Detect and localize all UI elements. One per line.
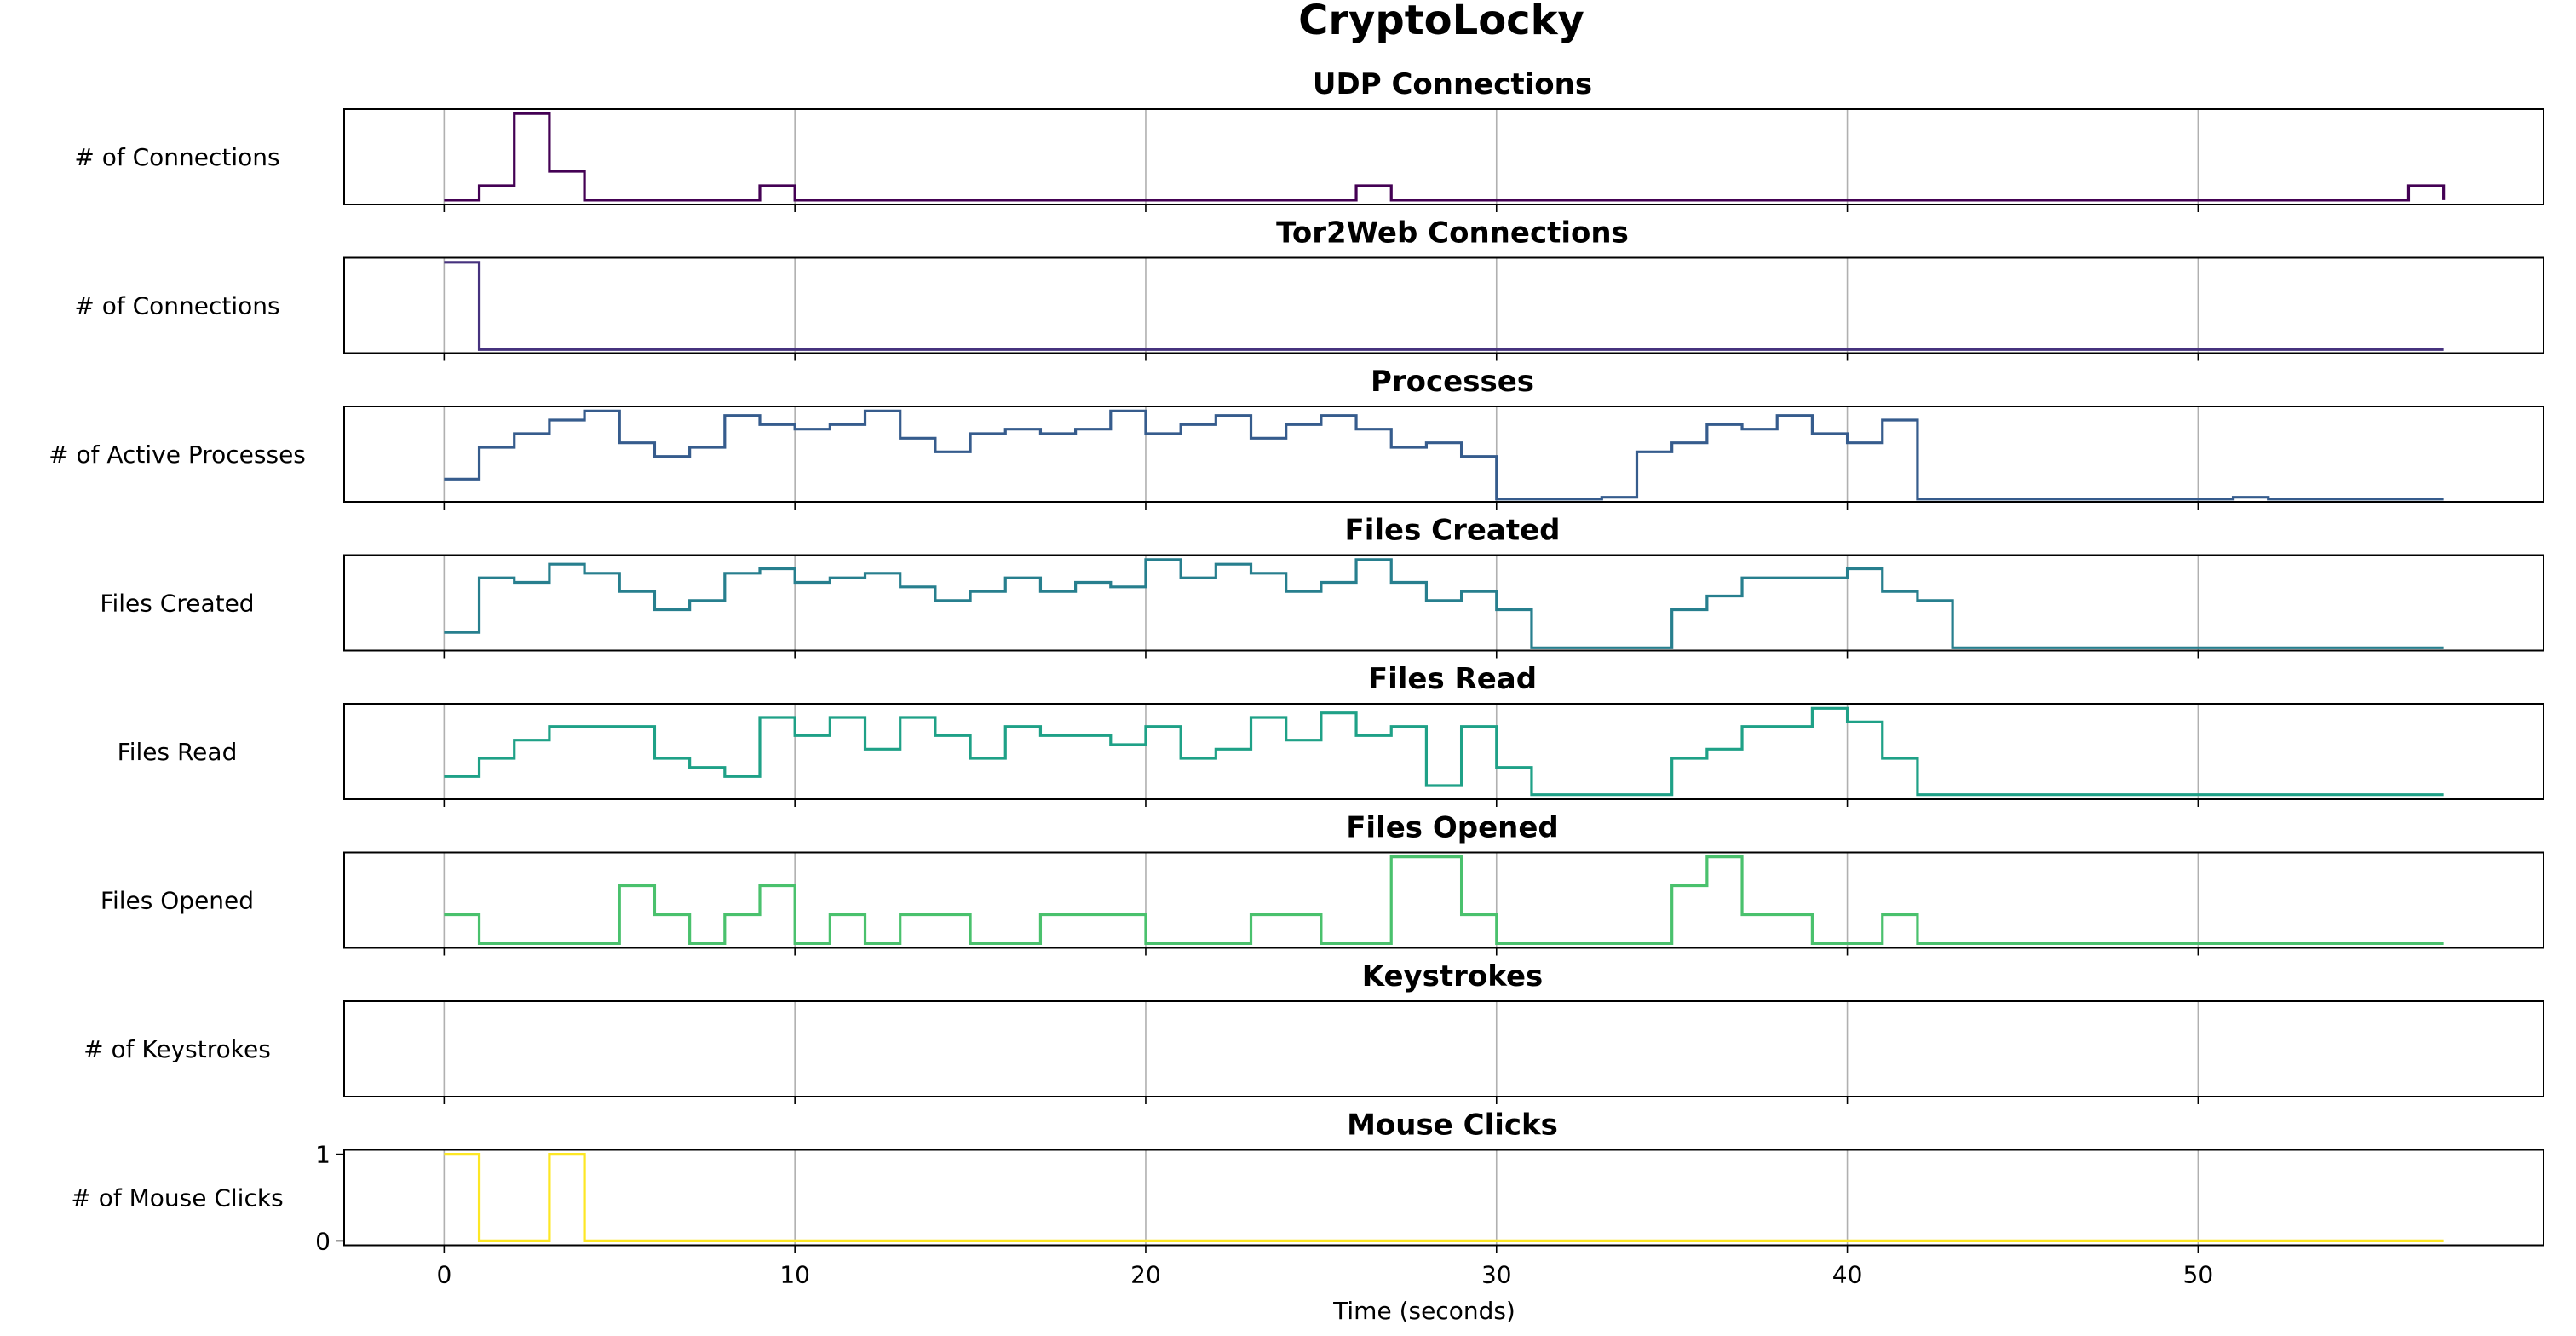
axes-frame-7: [343, 1000, 2544, 1097]
panel-ylabel-3: # of Active Processes: [49, 441, 306, 469]
x-tick-label-2: 20: [1130, 1261, 1161, 1289]
x-tick-label-0: 0: [436, 1261, 451, 1289]
x-axis-label: Time (seconds): [1332, 1297, 1515, 1325]
x-tick-label-3: 30: [1481, 1261, 1512, 1289]
axes-frame-1: [343, 108, 2544, 205]
y-tick-label-8-1: 1: [315, 1141, 331, 1169]
axes-frame-6: [343, 851, 2544, 949]
series-line-3: [444, 409, 2444, 501]
axes-frame-4: [343, 554, 2544, 652]
panel-title-4: Files Created: [1344, 514, 1560, 548]
x-tick-label-1: 10: [779, 1261, 810, 1289]
panel-title-3: Processes: [1371, 365, 1534, 399]
axes-frame-8: [343, 1149, 2544, 1247]
panel-title-1: UDP Connections: [1313, 67, 1592, 101]
panel-3: Processes # of Active Processes: [49, 365, 2544, 510]
panel-ylabel-8: # of Mouse Clicks: [71, 1184, 283, 1212]
y-tick-label-8-0: 0: [315, 1227, 331, 1255]
figure-title: CryptoLocky: [1298, 0, 1584, 44]
panel-ylabel-4: Files Created: [100, 590, 254, 618]
series-line-5: [444, 706, 2444, 797]
panel-title-5: Files Read: [1368, 662, 1537, 696]
series-line-4: [444, 558, 2444, 649]
panel-4: Files Created Files Created: [100, 514, 2544, 659]
x-tick-label-5: 50: [2183, 1261, 2214, 1289]
panel-title-8: Mouse Clicks: [1347, 1109, 1558, 1143]
panel-ylabel-6: Files Opened: [101, 887, 254, 915]
panel-5: Files Read Files Read: [118, 662, 2544, 807]
panel-1: UDP Connections # of Connections: [74, 67, 2544, 212]
panel-title-6: Files Opened: [1346, 811, 1559, 845]
axes-frame-3: [343, 406, 2544, 503]
panel-6: Files Opened Files Opened: [101, 811, 2544, 956]
panel-ylabel-1: # of Connections: [74, 143, 279, 171]
panel-7: Keystrokes # of Keystrokes: [83, 959, 2544, 1104]
panel-ylabel-2: # of Connections: [74, 292, 279, 320]
panel-title-2: Tor2Web Connections: [1276, 216, 1629, 250]
x-tick-label-4: 40: [1832, 1261, 1863, 1289]
panel-2: Tor2Web Connections # of Connections: [74, 216, 2544, 361]
series-line-8: [444, 1152, 2444, 1243]
panel-title-7: Keystrokes: [1362, 959, 1544, 993]
panel-ylabel-5: Files Read: [118, 738, 238, 766]
series-line-6: [444, 855, 2444, 946]
series-line-2: [444, 261, 2444, 351]
series-line-1: [444, 112, 2446, 202]
panel-ylabel-7: # of Keystrokes: [83, 1035, 271, 1063]
axes-frame-2: [343, 256, 2544, 354]
axes-frame-5: [343, 703, 2544, 800]
